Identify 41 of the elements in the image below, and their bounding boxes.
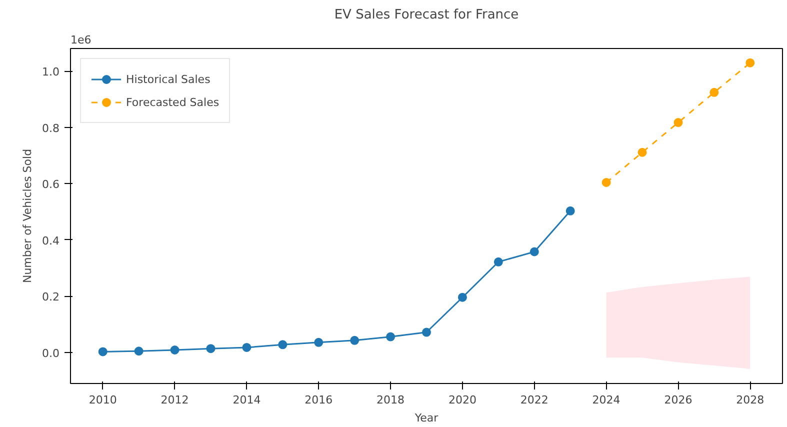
point [566, 206, 575, 216]
point [386, 332, 396, 342]
point [206, 344, 216, 354]
legend-label: Forecasted Sales [126, 96, 220, 108]
y-tick-label: 0.4 [42, 234, 60, 248]
chart-title: EV Sales Forecast for France [334, 8, 519, 22]
point [314, 338, 324, 347]
x-tick-label: 2012 [160, 394, 189, 406]
point [170, 346, 180, 354]
x-axis-title: Year [414, 412, 439, 424]
x-tick-label: 2020 [448, 394, 476, 406]
point [710, 88, 719, 97]
legend-label: Historical Sales [126, 72, 210, 86]
y-tick-label: 0.2 [42, 290, 60, 304]
point [98, 347, 108, 356]
point [602, 178, 611, 187]
point [746, 58, 755, 68]
y-tick-label: 1.0 [42, 66, 60, 79]
point [350, 336, 360, 345]
x-tick-label: 2016 [304, 394, 333, 406]
x-tick-label: 2028 [736, 394, 764, 406]
x-tick-label: 2010 [88, 394, 117, 406]
y-tick-label: 0.8 [42, 122, 60, 135]
y-tick-label: 0.0 [42, 347, 60, 360]
y-axis-title: Number of Vehicles Sold [21, 148, 34, 284]
y-tick-label: 0.6 [42, 178, 60, 192]
point [242, 342, 252, 352]
x-tick-label: 2026 [664, 394, 692, 406]
point [530, 247, 539, 256]
point [134, 346, 144, 356]
x-tick-label: 2014 [232, 394, 261, 406]
point [494, 257, 503, 266]
point [638, 148, 647, 157]
text: 1e6 [70, 34, 92, 46]
x-tick-label: 2024 [592, 394, 620, 406]
point [674, 118, 683, 128]
x-tick-label: 2022 [520, 394, 548, 406]
x-tick-label: 2018 [376, 394, 405, 406]
point [278, 340, 288, 350]
point [422, 328, 431, 337]
point [458, 292, 467, 302]
